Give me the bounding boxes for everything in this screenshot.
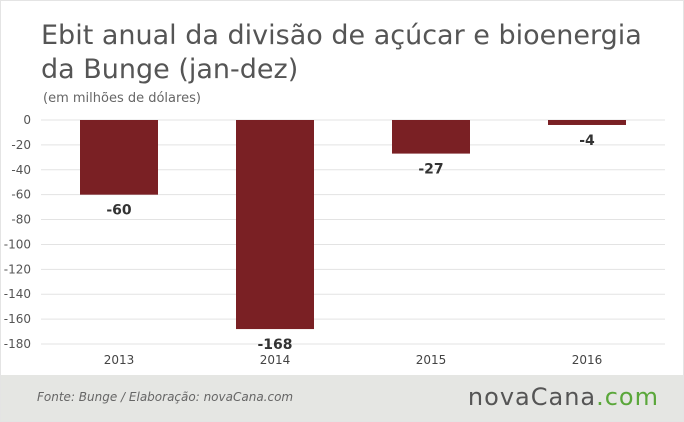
y-tick-label: -120 xyxy=(4,262,31,276)
y-tick-label: -180 xyxy=(4,337,31,351)
y-tick-label: -100 xyxy=(4,237,31,251)
y-axis: 0 -20 -40 -60 -80 -100 -120 -140 -160 -180 xyxy=(4,113,31,351)
brand-name: novaCana xyxy=(467,383,597,411)
y-tick-label: -20 xyxy=(11,138,31,152)
bar-2014 xyxy=(236,120,314,330)
chart-subtitle: (em milhões de dólares) xyxy=(43,91,201,106)
x-axis: 2013 2014 2015 2016 xyxy=(104,353,603,367)
bar-2015 xyxy=(392,120,470,154)
data-labels: -60 -168 -27 -4 xyxy=(106,133,595,353)
footer: Fonte: Bunge / Elaboração: novaCana.com … xyxy=(1,375,683,421)
data-label-2016: -4 xyxy=(579,133,595,149)
bar-chart: 0 -20 -40 -60 -80 -100 -120 -140 -160 -180 -60 -16… xyxy=(4,113,665,367)
x-tick-label-2016: 2016 xyxy=(572,353,603,367)
y-tick-label: -140 xyxy=(4,287,31,301)
bars xyxy=(80,120,626,330)
y-tick-label: 0 xyxy=(23,113,31,127)
y-tick-label: -60 xyxy=(11,188,31,202)
bar-2013 xyxy=(80,120,158,195)
data-label-2013: -60 xyxy=(106,203,132,219)
y-tick-label: -80 xyxy=(11,213,31,227)
x-tick-label-2013: 2013 xyxy=(104,353,135,367)
x-tick-label-2014: 2014 xyxy=(260,353,291,367)
y-tick-label: -40 xyxy=(11,163,31,177)
brand-suffix: .com xyxy=(596,383,659,411)
chart-title: Ebit anual da divisão de açúcar e bioene… xyxy=(41,20,642,85)
data-label-2014: -168 xyxy=(257,337,292,353)
data-label-2015: -27 xyxy=(418,162,443,178)
bar-2016 xyxy=(548,120,626,125)
x-tick-label-2015: 2015 xyxy=(416,353,447,367)
y-tick-label: -160 xyxy=(4,312,31,326)
brand-logo: novaCana.com xyxy=(468,383,659,411)
source-note: Fonte: Bunge / Elaboração: novaCana.com xyxy=(37,390,294,404)
